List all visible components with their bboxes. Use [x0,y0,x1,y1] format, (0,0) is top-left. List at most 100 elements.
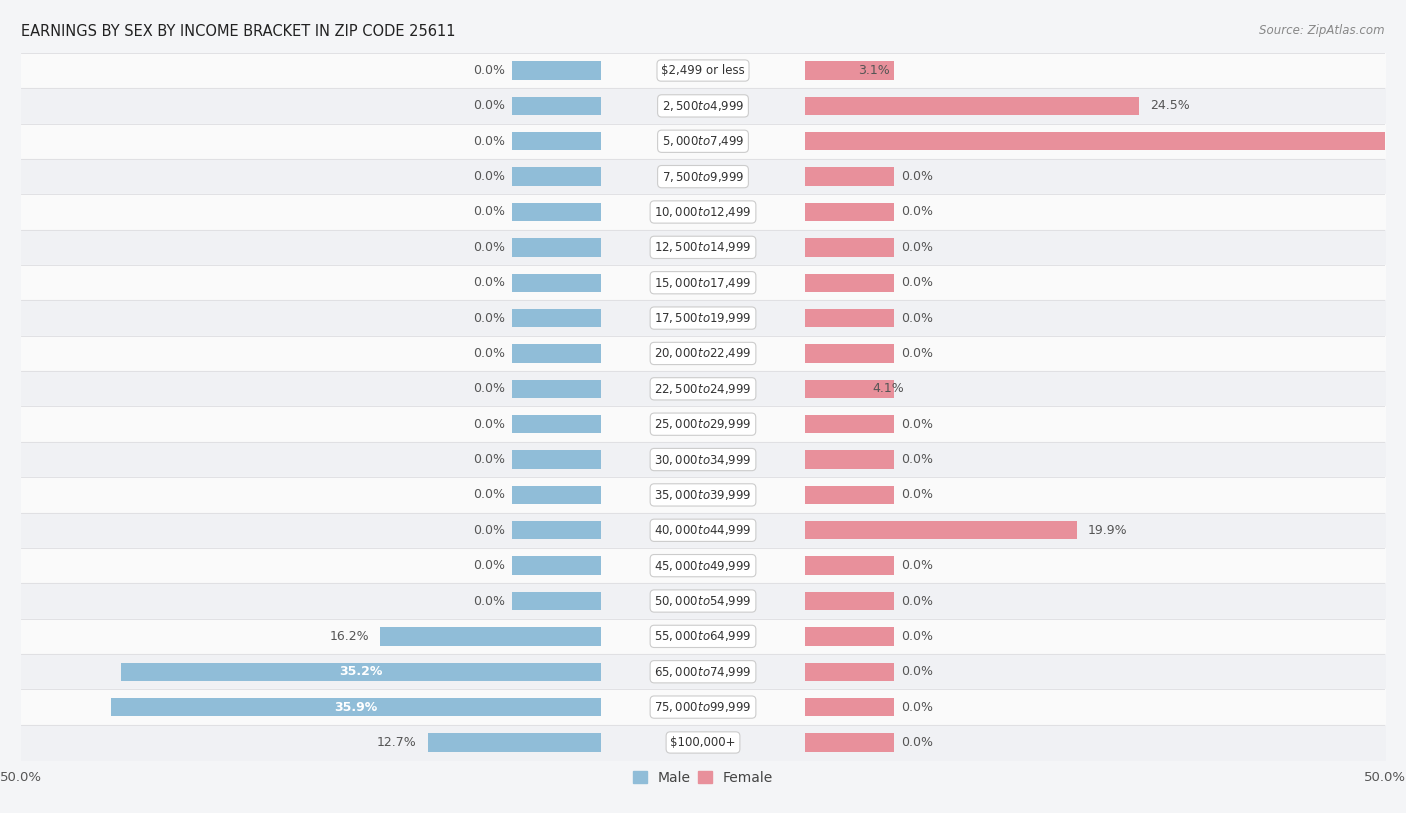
Text: 0.0%: 0.0% [474,64,505,77]
Text: 0.0%: 0.0% [901,241,932,254]
Text: $100,000+: $100,000+ [671,736,735,749]
Bar [806,663,894,681]
Bar [806,344,894,363]
Legend: Male, Female: Male, Female [633,771,773,785]
Text: 0.0%: 0.0% [474,489,505,502]
Text: 35.2%: 35.2% [339,665,382,678]
Bar [806,521,1077,540]
Text: $2,500 to $4,999: $2,500 to $4,999 [662,99,744,113]
Text: $35,000 to $39,999: $35,000 to $39,999 [654,488,752,502]
Bar [806,450,894,469]
Text: $55,000 to $64,999: $55,000 to $64,999 [654,629,752,643]
Text: $2,499 or less: $2,499 or less [661,64,745,77]
Text: 0.0%: 0.0% [474,347,505,360]
Text: EARNINGS BY SEX BY INCOME BRACKET IN ZIP CODE 25611: EARNINGS BY SEX BY INCOME BRACKET IN ZIP… [21,24,456,39]
Text: 0.0%: 0.0% [474,382,505,395]
Bar [512,733,600,752]
Bar [806,61,848,80]
Bar [512,627,600,646]
Bar [512,556,600,575]
Bar [806,627,894,646]
Bar [427,733,600,752]
Bar [380,627,600,646]
Bar [512,61,600,80]
Text: 0.0%: 0.0% [901,489,932,502]
Bar [806,380,862,398]
Bar [806,273,894,292]
Text: 0.0%: 0.0% [901,276,932,289]
Bar [512,450,600,469]
Text: 0.0%: 0.0% [474,311,505,324]
Text: 0.0%: 0.0% [901,559,932,572]
Bar [512,344,600,363]
Bar [806,61,894,80]
Text: 0.0%: 0.0% [474,453,505,466]
Text: 0.0%: 0.0% [901,736,932,749]
Bar [111,698,600,716]
Bar [806,97,894,115]
Text: 0.0%: 0.0% [474,276,505,289]
Text: $17,500 to $19,999: $17,500 to $19,999 [654,311,752,325]
Text: 0.0%: 0.0% [474,524,505,537]
Text: 0.0%: 0.0% [901,418,932,431]
Text: $25,000 to $29,999: $25,000 to $29,999 [654,417,752,431]
Bar [512,309,600,328]
Bar [512,238,600,257]
Text: $45,000 to $49,999: $45,000 to $49,999 [654,559,752,572]
Text: $7,500 to $9,999: $7,500 to $9,999 [662,170,744,184]
Bar [806,167,894,186]
Bar [121,663,600,681]
Bar [806,238,894,257]
Bar [806,309,894,328]
Text: $12,500 to $14,999: $12,500 to $14,999 [654,241,752,254]
Bar [806,97,1139,115]
Bar [512,132,600,150]
Bar [512,273,600,292]
Bar [512,663,600,681]
Text: 3.1%: 3.1% [859,64,890,77]
Text: Source: ZipAtlas.com: Source: ZipAtlas.com [1260,24,1385,37]
Text: 19.9%: 19.9% [1088,524,1128,537]
Text: $30,000 to $34,999: $30,000 to $34,999 [654,453,752,467]
Bar [806,380,894,398]
Bar [806,592,894,611]
Text: 0.0%: 0.0% [901,665,932,678]
Bar [512,698,600,716]
Text: $40,000 to $44,999: $40,000 to $44,999 [654,524,752,537]
Text: 35.9%: 35.9% [335,701,378,714]
Text: 24.5%: 24.5% [1150,99,1189,112]
Text: 16.2%: 16.2% [329,630,368,643]
Bar [806,415,894,433]
Text: $10,000 to $12,499: $10,000 to $12,499 [654,205,752,219]
Text: 0.0%: 0.0% [901,701,932,714]
Text: 0.0%: 0.0% [474,135,505,148]
Text: 0.0%: 0.0% [474,170,505,183]
Text: $65,000 to $74,999: $65,000 to $74,999 [654,665,752,679]
Bar [512,485,600,504]
Text: 0.0%: 0.0% [474,559,505,572]
Bar [806,202,894,221]
Text: $22,500 to $24,999: $22,500 to $24,999 [654,382,752,396]
Bar [512,415,600,433]
Bar [806,521,894,540]
Bar [512,521,600,540]
Bar [806,132,894,150]
Bar [512,380,600,398]
Text: $5,000 to $7,499: $5,000 to $7,499 [662,134,744,148]
Text: $20,000 to $22,499: $20,000 to $22,499 [654,346,752,360]
Text: 0.0%: 0.0% [901,206,932,219]
Text: $15,000 to $17,499: $15,000 to $17,499 [654,276,752,289]
Text: $75,000 to $99,999: $75,000 to $99,999 [654,700,752,714]
Text: 0.0%: 0.0% [474,594,505,607]
Bar [512,167,600,186]
Text: 4.1%: 4.1% [872,382,904,395]
Bar [806,733,894,752]
Bar [806,556,894,575]
Text: 0.0%: 0.0% [901,630,932,643]
Text: 0.0%: 0.0% [474,241,505,254]
Bar [512,97,600,115]
Text: 0.0%: 0.0% [901,347,932,360]
Bar [512,592,600,611]
Bar [806,132,1406,150]
Text: 0.0%: 0.0% [901,311,932,324]
